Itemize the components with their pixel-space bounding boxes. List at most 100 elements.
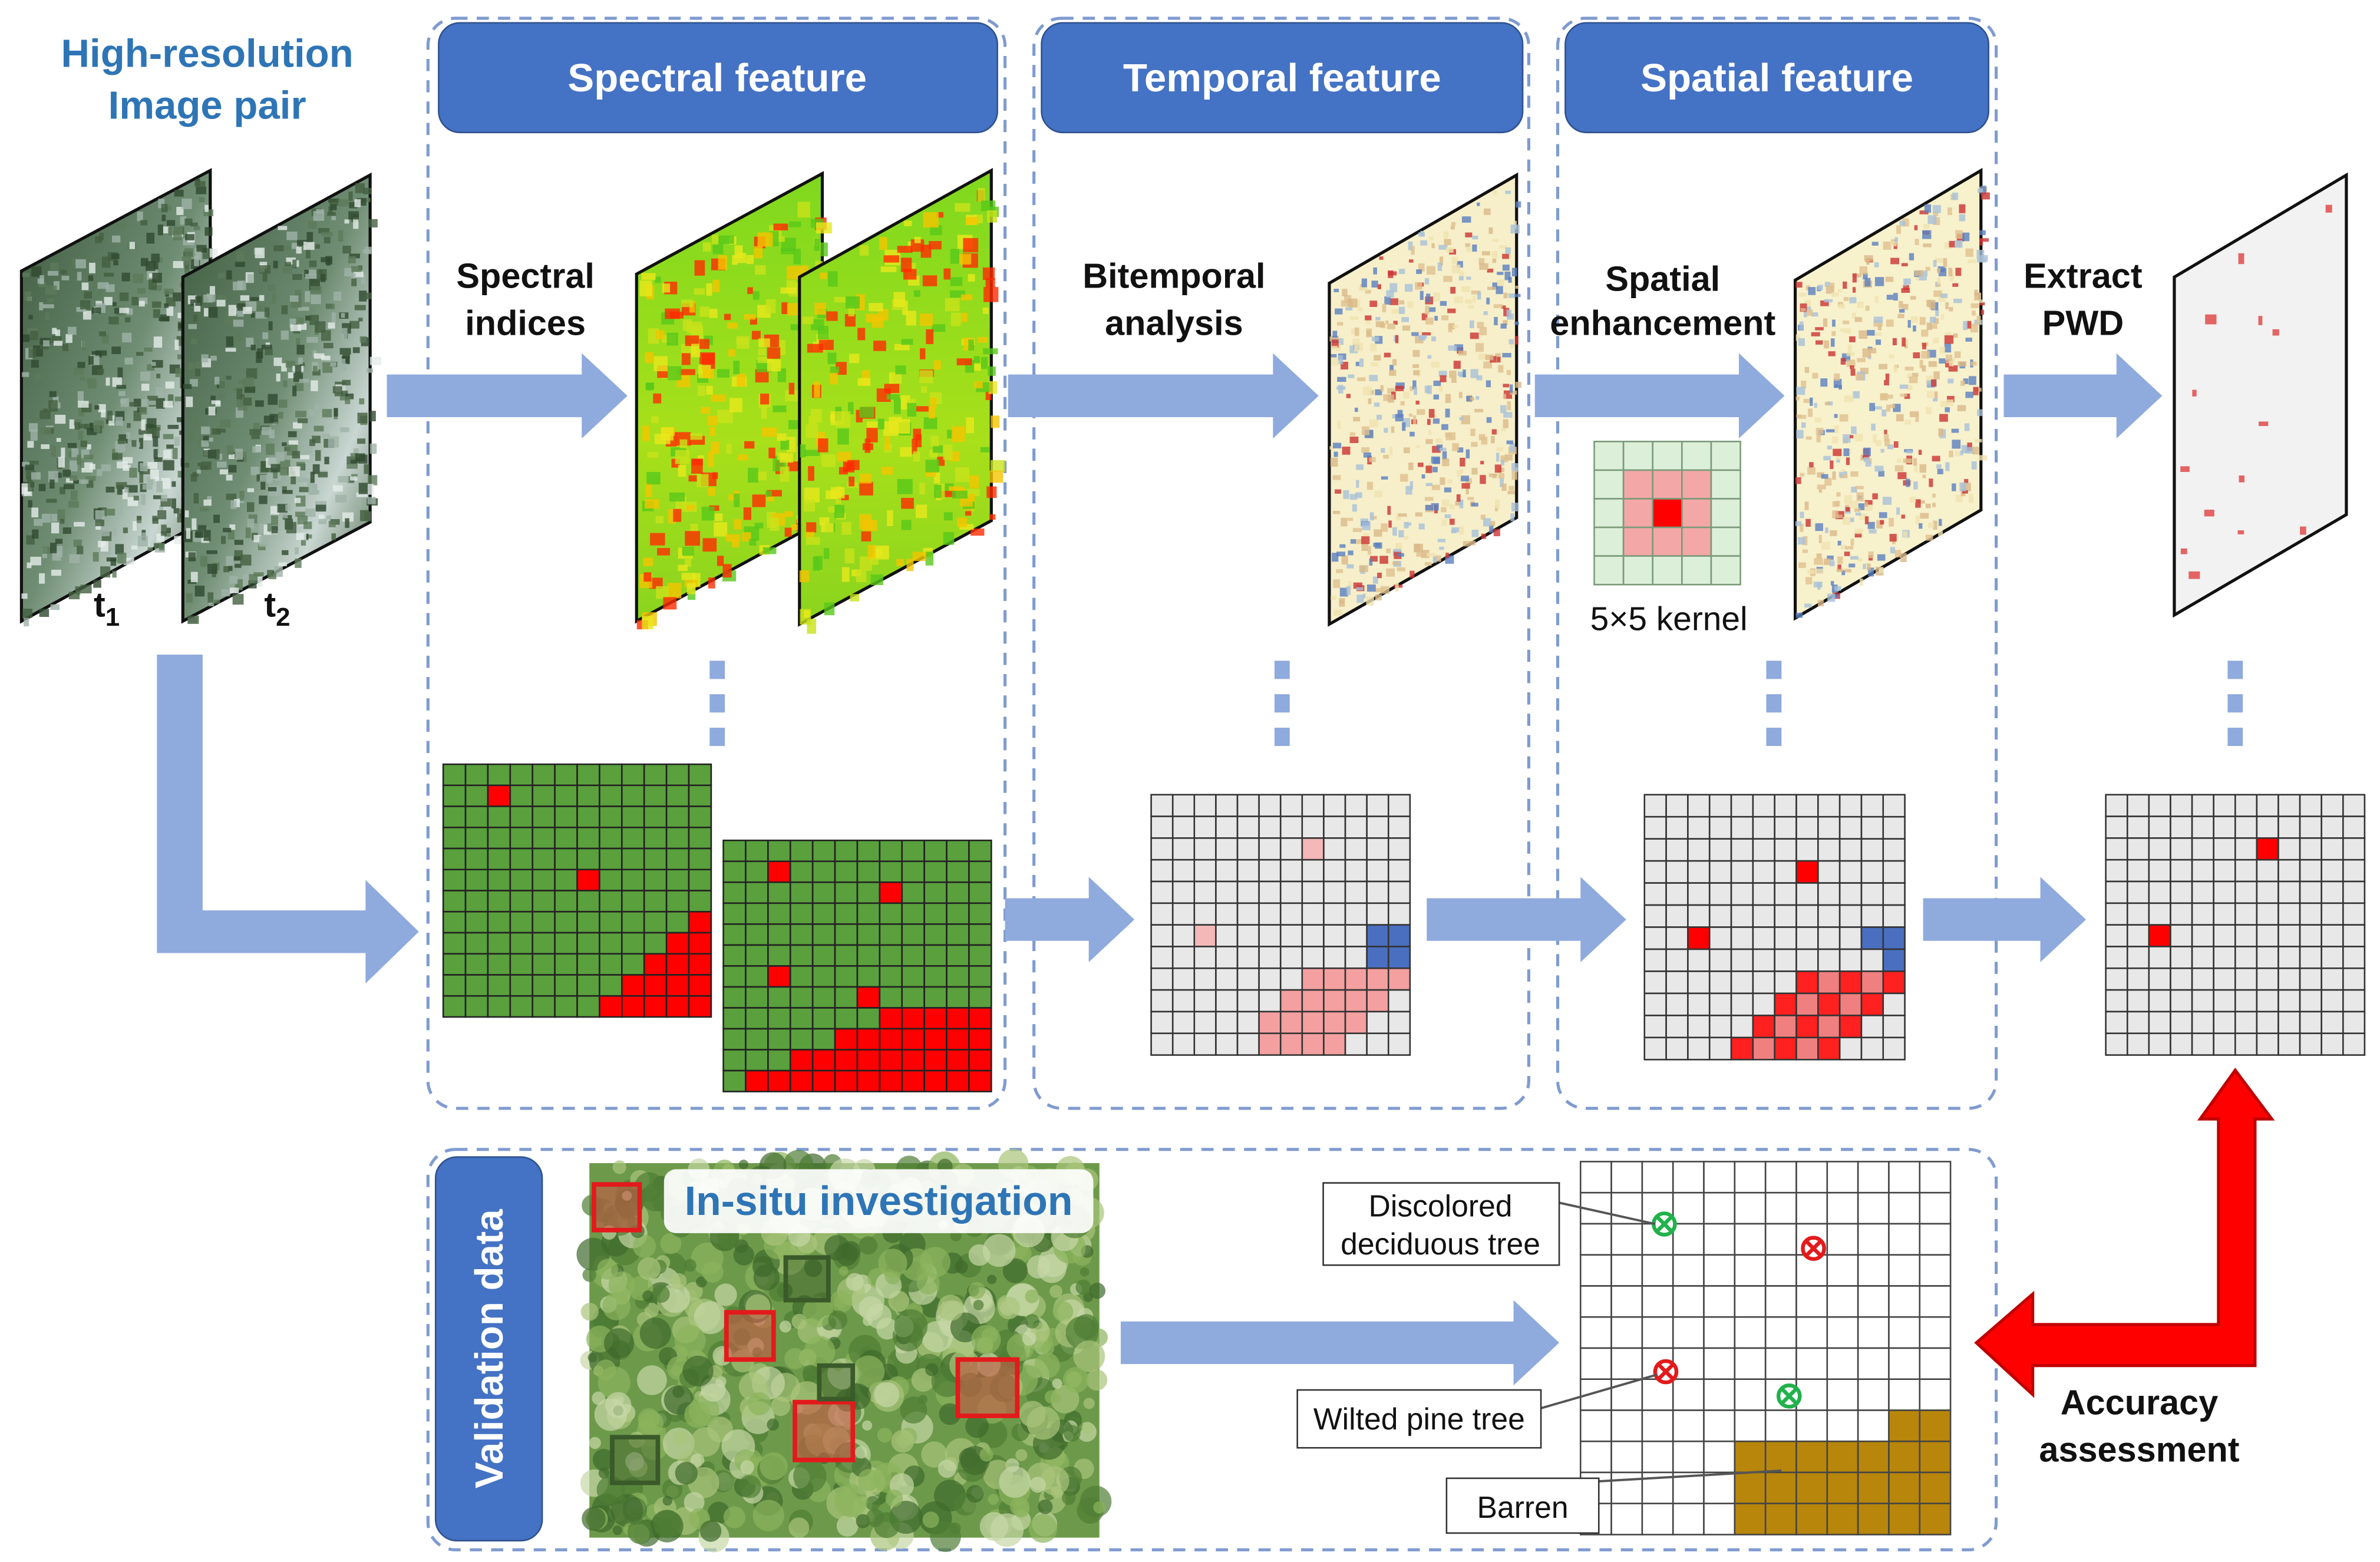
image-texture <box>1980 186 1986 195</box>
grid-cell <box>946 965 970 988</box>
image-texture <box>1420 240 1428 246</box>
image-texture <box>1375 542 1382 549</box>
image-texture <box>920 386 927 393</box>
image-texture <box>253 422 260 434</box>
image-texture <box>830 366 840 374</box>
grid-cell <box>2320 924 2344 947</box>
image-texture <box>208 407 216 415</box>
image-texture <box>140 220 148 226</box>
image-texture <box>1824 340 1830 349</box>
grid-cell <box>811 944 836 967</box>
grid-cell <box>2234 924 2258 947</box>
grid-cell <box>1301 967 1325 991</box>
image-texture <box>61 447 65 458</box>
image-texture <box>1813 582 1823 587</box>
grid-cell <box>2126 1032 2150 1056</box>
image-texture <box>711 394 726 402</box>
image-texture <box>1343 490 1349 499</box>
grid-cell <box>2170 837 2193 861</box>
image-texture <box>1795 521 1802 526</box>
image-texture <box>1477 322 1484 328</box>
grid-cell <box>767 1028 791 1051</box>
image-texture <box>1381 476 1388 480</box>
grid-cell <box>923 839 948 863</box>
grid-cell <box>1681 555 1712 586</box>
image-texture <box>1827 593 1836 602</box>
image-texture <box>919 370 933 384</box>
image-texture <box>157 224 163 236</box>
image-texture <box>1869 402 1875 411</box>
grid-cell <box>1641 1502 1674 1535</box>
image-texture <box>1497 272 1504 275</box>
image-texture <box>1979 255 1988 262</box>
grid-cell <box>1838 948 1863 972</box>
grid-cell <box>1171 924 1196 947</box>
image-texture <box>286 232 298 240</box>
image-texture <box>1944 335 1954 344</box>
image-texture <box>1920 513 1929 519</box>
grid-cell <box>1857 1161 1890 1194</box>
image-texture <box>2325 204 2332 213</box>
image-texture <box>1798 338 1805 346</box>
image-texture <box>296 345 305 355</box>
overlays: In-situ investigation Discolored deciduo… <box>664 1169 1600 1534</box>
image-texture <box>39 609 49 617</box>
grid-cell <box>2148 989 2171 1013</box>
image-texture <box>303 444 312 454</box>
image-texture <box>679 369 695 375</box>
photo-texture <box>839 1266 849 1276</box>
image-texture <box>68 592 80 600</box>
grid-cell <box>1672 1316 1705 1349</box>
image-texture <box>897 479 913 494</box>
image-texture <box>983 348 998 355</box>
grid-cell <box>834 860 859 883</box>
grid-cell <box>767 881 791 904</box>
grid-cell <box>2277 924 2301 947</box>
image-texture <box>1375 321 1385 328</box>
image-texture <box>1843 517 1851 525</box>
image-texture <box>121 272 130 282</box>
image-texture <box>1433 457 1440 464</box>
image-texture <box>22 272 29 278</box>
image-texture <box>345 393 354 399</box>
image-texture <box>1369 556 1378 562</box>
image-texture <box>131 440 137 447</box>
image-texture <box>261 345 272 349</box>
grid-cell <box>621 953 645 976</box>
grid-cell <box>1215 924 1239 947</box>
grid-cell <box>745 1069 769 1092</box>
photo-texture <box>740 1460 754 1475</box>
grid-cell <box>1193 794 1217 817</box>
grid-cell <box>1795 1471 1828 1505</box>
image-texture <box>101 464 111 471</box>
photo-texture <box>1062 1367 1089 1393</box>
grid-cell <box>1672 1285 1705 1318</box>
grid-cell <box>1171 989 1196 1013</box>
image-texture <box>1815 428 1824 434</box>
image-texture <box>834 505 845 519</box>
image-texture <box>196 245 207 253</box>
image-texture <box>2192 389 2197 397</box>
grid-cell <box>1643 794 1667 818</box>
image-texture <box>1818 534 1822 543</box>
grid-cell <box>2126 837 2150 861</box>
image-texture <box>95 523 101 530</box>
image-texture <box>194 181 206 187</box>
grid-cell <box>599 953 623 976</box>
photo-texture <box>949 1522 961 1534</box>
grid-cell <box>1279 924 1303 947</box>
image-texture <box>290 324 301 332</box>
image-texture <box>1867 330 1875 336</box>
image-texture <box>286 257 296 265</box>
image-texture <box>258 544 266 550</box>
grid-cell <box>1215 989 1239 1013</box>
sample-marker-cross <box>1780 1387 1798 1405</box>
grid-cell <box>1919 1440 1952 1474</box>
image-texture <box>84 454 94 460</box>
grid-cell <box>2320 967 2344 991</box>
image-texture <box>104 272 114 277</box>
image-texture <box>198 525 206 530</box>
image-texture <box>1834 586 1841 591</box>
image-texture <box>1486 298 1490 305</box>
image-texture <box>2237 530 2244 534</box>
